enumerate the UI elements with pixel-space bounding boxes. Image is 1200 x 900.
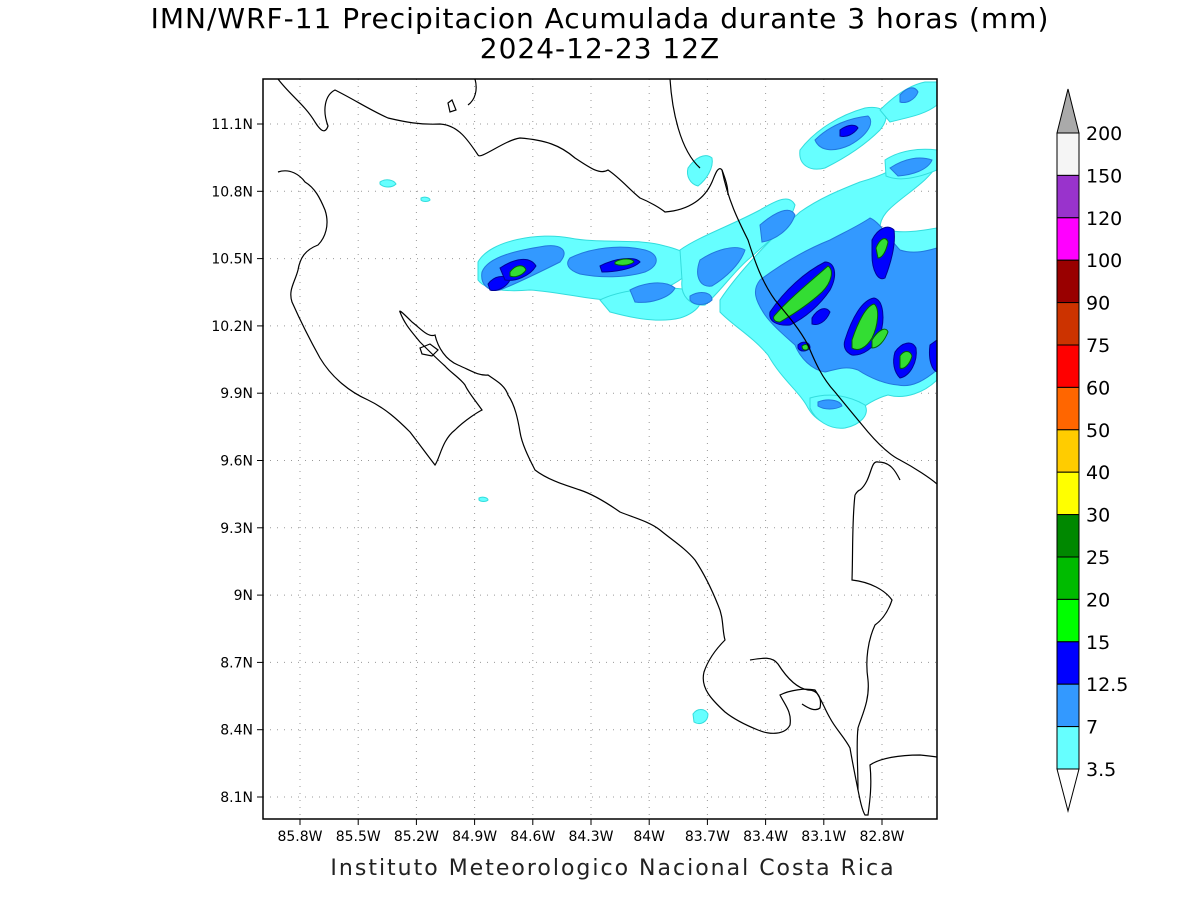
- legend-label: 200: [1086, 123, 1122, 145]
- coastlines-and-borders: [277, 79, 937, 816]
- legend-label: 75: [1086, 335, 1110, 357]
- legend-swatch: [1056, 556, 1080, 600]
- lat-tick-label: 8.1N: [220, 790, 253, 806]
- lon-tick-label: 84.3W: [568, 829, 613, 845]
- lon-tick-label: 82.8W: [859, 829, 904, 845]
- legend-swatch: [1056, 641, 1080, 685]
- legend-label: 20: [1086, 589, 1110, 611]
- lon-tick-label: 85.2W: [394, 829, 439, 845]
- legend-label: 15: [1086, 632, 1110, 654]
- footer-credit: Instituto Meteorologico Nacional Costa R…: [330, 856, 896, 881]
- legend-under-arrow: [1056, 768, 1080, 813]
- lat-tick-label: 10.5N: [211, 252, 253, 268]
- legend-swatch: [1056, 302, 1080, 346]
- legend-label: 120: [1086, 208, 1122, 230]
- legend-swatch: [1056, 174, 1080, 219]
- lon-tick-label: 85.8W: [277, 829, 322, 845]
- lon-tick-label: 85.5W: [336, 829, 381, 845]
- legend-label: 3.5: [1086, 759, 1116, 781]
- legend-swatch: [1056, 217, 1080, 261]
- legend-label: 25: [1086, 547, 1110, 569]
- lon-tick-label: 83.1W: [801, 829, 846, 845]
- legend-swatch: [1056, 598, 1080, 643]
- legend-swatch: [1056, 132, 1080, 176]
- lat-tick-label: 9.3N: [220, 521, 253, 537]
- chart-subtitle-datetime: 2024-12-23 12Z: [479, 32, 721, 65]
- legend-label: 90: [1086, 293, 1110, 315]
- lat-tick-label: 9.6N: [220, 454, 253, 470]
- legend-swatch: [1056, 429, 1080, 473]
- lat-tick-label: 9.9N: [220, 386, 253, 402]
- legend-label: 60: [1086, 377, 1110, 399]
- legend-over-arrow: [1056, 88, 1080, 134]
- lat-tick-label: 11.1N: [211, 117, 253, 133]
- legend-label: 40: [1086, 462, 1110, 484]
- legend-swatch: [1056, 259, 1080, 304]
- legend-label: 150: [1086, 165, 1122, 187]
- map-background: [263, 79, 937, 819]
- lon-tick-label: 84.6W: [510, 829, 555, 845]
- legend-swatch: [1056, 726, 1080, 770]
- precipitation-field: [379, 81, 937, 725]
- legend-swatch: [1056, 386, 1080, 431]
- legend-swatch: [1056, 683, 1080, 728]
- legend-swatch: [1056, 514, 1080, 558]
- legend-label: 7: [1086, 717, 1098, 739]
- legend-label: 12.5: [1086, 674, 1128, 696]
- lon-tick-label: 83.4W: [743, 829, 788, 845]
- chart-title: IMN/WRF-11 Precipitacion Acumulada duran…: [150, 2, 1050, 35]
- lat-tick-label: 8.4N: [220, 723, 253, 739]
- lat-tick-label: 10.8N: [211, 184, 253, 200]
- graticule: [263, 79, 937, 819]
- lon-tick-label: 83.7W: [685, 829, 730, 845]
- lat-tick-label: 10.2N: [211, 319, 253, 335]
- legend-label: 100: [1086, 250, 1122, 272]
- legend-label: 50: [1086, 420, 1110, 442]
- lon-tick-label: 84W: [633, 829, 665, 845]
- map-frame: [262, 78, 938, 820]
- latitude-axis: 11.1N 10.8N 10.5N 10.2N 9.9N 9.6N 9.3N 9N 8.7N 8.…: [211, 117, 263, 806]
- lon-tick-label: 84.9W: [452, 829, 497, 845]
- color-legend: 200 150 120 100 90 75 60 50 40 30 25 20 15 12.5 7 3.5: [1056, 88, 1128, 813]
- legend-swatch: [1056, 471, 1080, 516]
- legend-swatch: [1056, 344, 1080, 388]
- lat-tick-label: 8.7N: [220, 655, 253, 671]
- legend-label: 30: [1086, 505, 1110, 527]
- longitude-axis: 85.8W 85.5W 85.2W 84.9W 84.6W 84.3W 84W 83.7W 83…: [277, 819, 905, 845]
- lat-tick-label: 9N: [234, 588, 253, 604]
- precip-15mm: [509, 238, 913, 369]
